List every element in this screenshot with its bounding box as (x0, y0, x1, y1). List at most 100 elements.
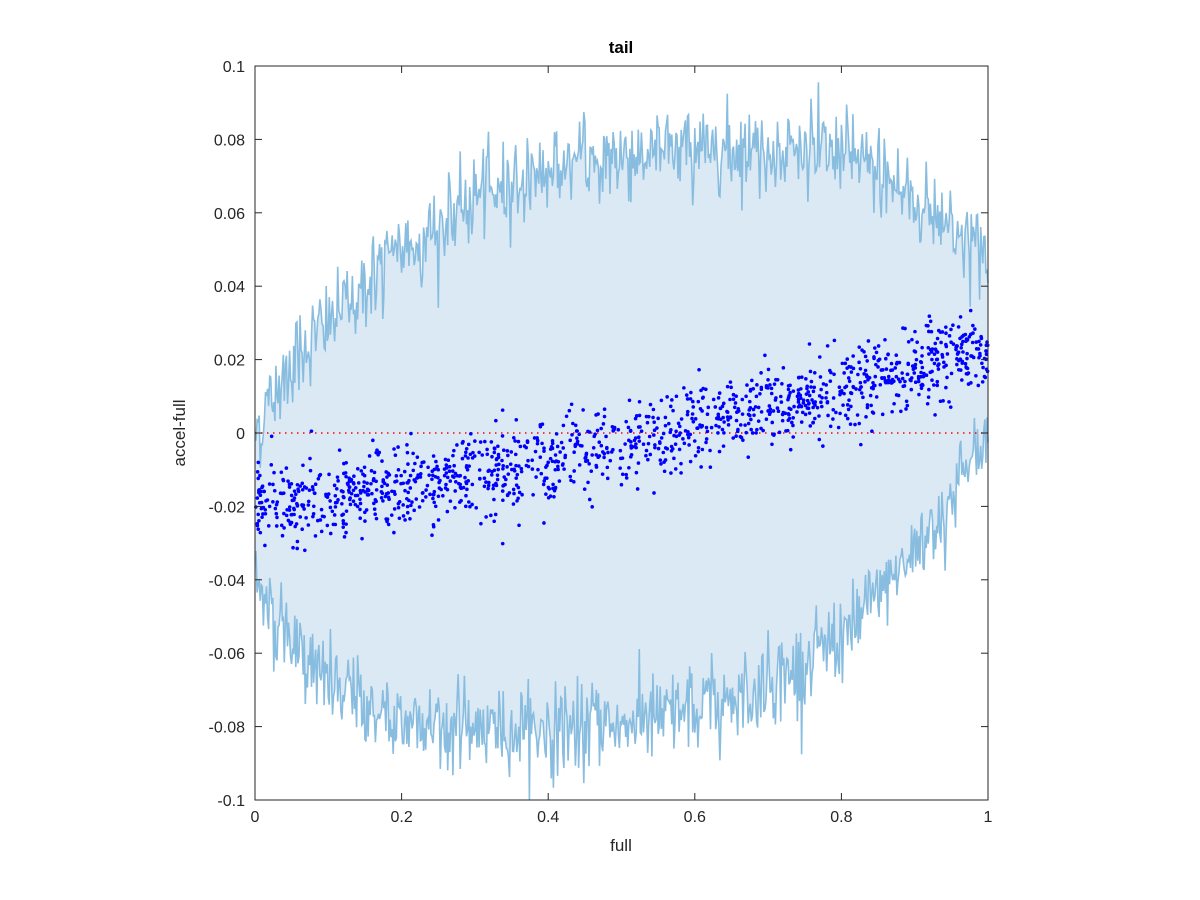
scatter-point (726, 423, 731, 427)
scatter-point (551, 482, 555, 487)
scatter-point (651, 407, 656, 412)
scatter-point (586, 480, 590, 485)
scatter-point (385, 475, 389, 479)
scatter-point (274, 502, 279, 507)
scatter-point (344, 460, 348, 465)
scatter-point (256, 527, 261, 532)
scatter-point (832, 338, 837, 343)
scatter-point (256, 460, 261, 465)
scatter-point (980, 380, 985, 384)
scatter-point (344, 530, 348, 535)
scatter-point (333, 493, 338, 498)
scatter-point (311, 504, 316, 509)
scatter-point (491, 483, 496, 488)
scatter-point (804, 377, 808, 381)
scatter-point (704, 437, 709, 441)
scatter-point (538, 424, 543, 429)
scatter-point (289, 493, 294, 498)
scatter-point (430, 533, 434, 538)
scatter-point (731, 436, 735, 440)
scatter-point (669, 448, 674, 453)
scatter-point (775, 377, 780, 382)
scatter-point (263, 543, 267, 548)
scatter-point (751, 407, 756, 412)
scatter-point (319, 529, 324, 534)
scatter-point (602, 414, 607, 419)
scatter-point (583, 456, 587, 460)
scatter-point (505, 449, 510, 453)
scatter-point (862, 372, 866, 376)
scatter-point (722, 420, 726, 424)
scatter-point (944, 331, 948, 336)
scatter-point (335, 500, 339, 505)
scatter-point (729, 385, 733, 390)
scatter-point (540, 422, 545, 426)
scatter-point (256, 512, 261, 517)
x-tick-label: 0.8 (830, 809, 852, 826)
scatter-point (883, 337, 887, 342)
scatter-point (965, 366, 970, 371)
scatter-point (313, 534, 318, 538)
scatter-point (390, 489, 394, 494)
scatter-point (490, 454, 494, 459)
scatter-point (871, 380, 875, 385)
scatter-point (553, 485, 558, 490)
scatter-point (784, 429, 788, 433)
scatter-point (539, 471, 544, 476)
scatter-point (519, 466, 524, 471)
scatter-point (494, 418, 498, 423)
scatter-point (704, 440, 708, 445)
scatter-point (845, 403, 850, 407)
scatter-point (882, 376, 887, 380)
band-upper-line (254, 82, 989, 468)
scatter-point (704, 387, 708, 392)
scatter-point (955, 362, 959, 367)
scatter-point (909, 387, 914, 392)
scatter-point (492, 497, 496, 502)
scatter-point (273, 506, 278, 511)
scatter-point (927, 314, 932, 318)
band-lower-line (254, 417, 989, 801)
scatter-point (673, 442, 678, 447)
scatter-point (418, 472, 423, 476)
scatter-point (847, 379, 852, 384)
scatter-point (807, 393, 812, 398)
scatter-point (758, 391, 762, 396)
scatter-point (573, 444, 578, 449)
scatter-point (290, 498, 295, 503)
scatter-point (486, 486, 490, 491)
scatter-point (722, 431, 726, 435)
scatter-point (969, 354, 973, 358)
scatter-point (744, 430, 749, 435)
scatter-point (951, 323, 955, 327)
scatter-point (735, 409, 740, 414)
scatter-point (817, 394, 822, 398)
scatter-point (845, 366, 849, 370)
scatter-point (445, 509, 450, 514)
scatter-point (905, 372, 910, 377)
scatter-point (708, 448, 712, 453)
scatter-point (375, 448, 379, 452)
scatter-point (405, 443, 409, 447)
scatter-point (944, 363, 948, 368)
scatter-point (303, 548, 307, 553)
scatter-point (721, 401, 726, 406)
scatter-point (341, 494, 346, 499)
scatter-point (658, 441, 662, 445)
scatter-point (479, 521, 483, 526)
y-tick-label: 0.04 (214, 279, 245, 296)
scatter-point (328, 505, 333, 510)
scatter-point (351, 488, 356, 493)
scatter-point (511, 502, 516, 506)
scatter-point (464, 481, 469, 486)
scatter-point (905, 403, 910, 408)
scatter-point (883, 356, 888, 361)
scatter-point (464, 465, 469, 469)
scatter-point (274, 511, 279, 516)
scatter-point (264, 499, 268, 503)
scatter-point (915, 340, 919, 345)
scatter-point (824, 390, 829, 395)
scatter-point (483, 439, 487, 444)
scatter-point (935, 383, 940, 388)
scatter-point (647, 414, 651, 419)
